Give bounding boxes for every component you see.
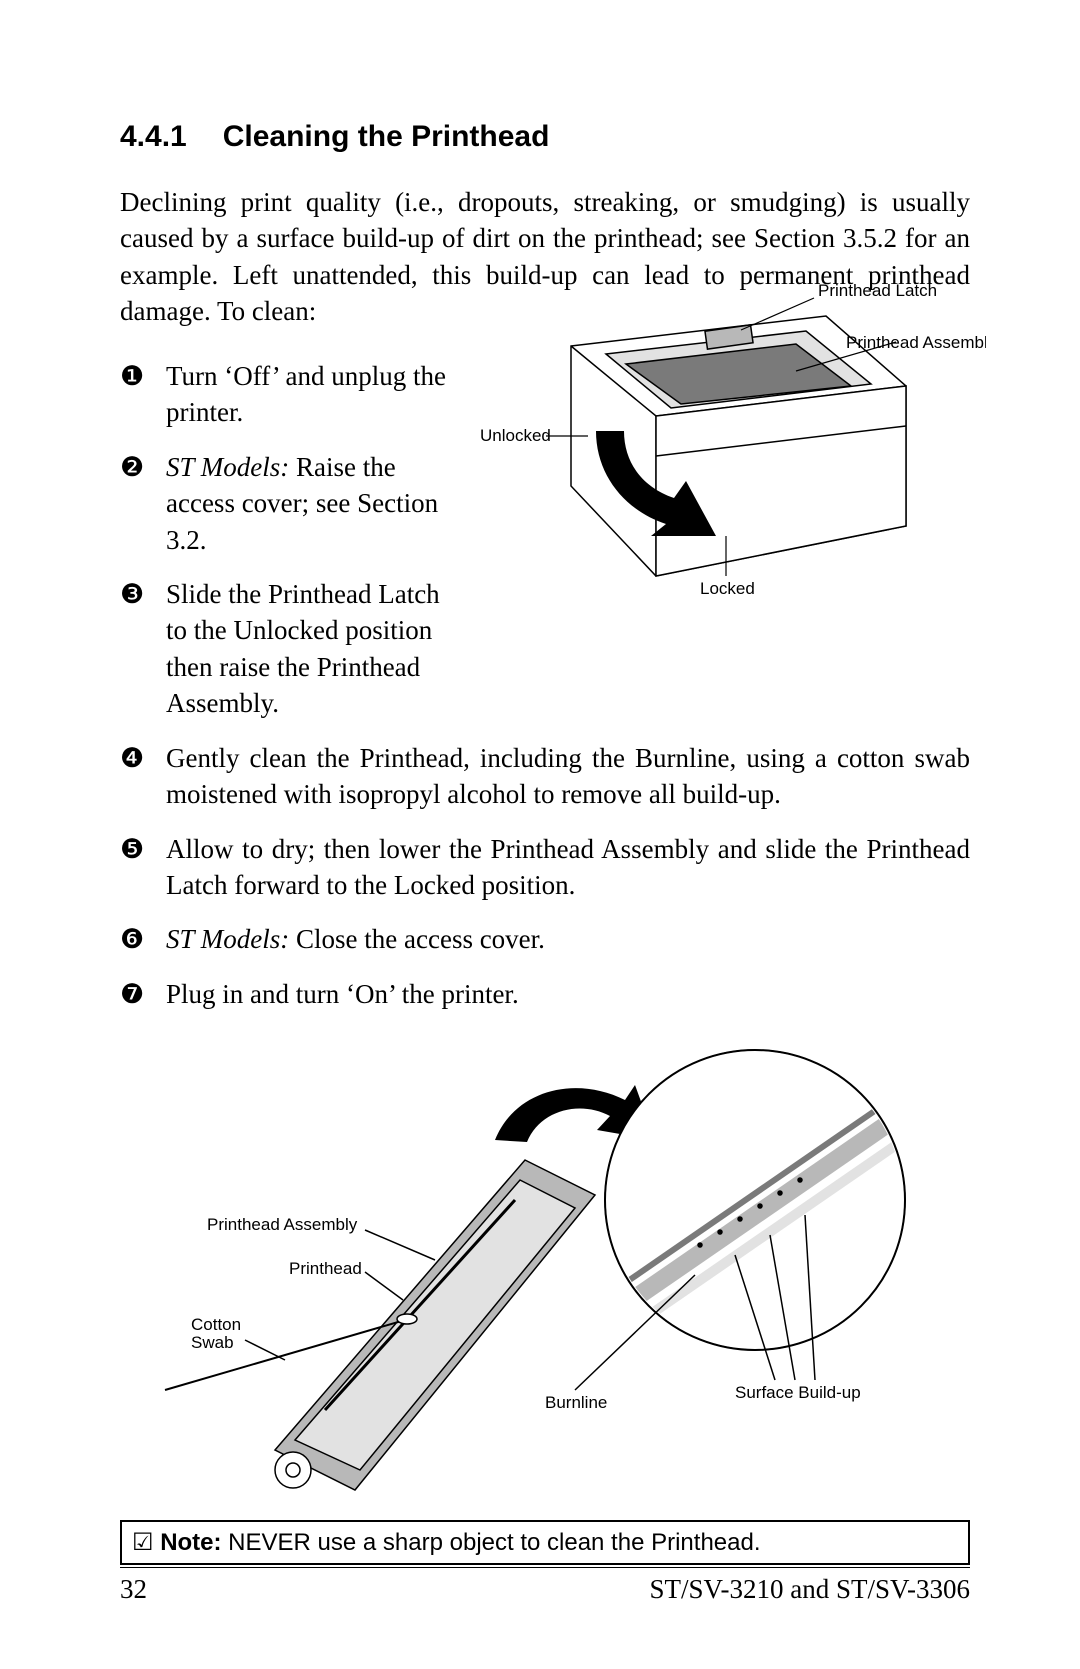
- step-marker: ❻: [120, 921, 166, 957]
- step-text: Plug in and turn ‘On’ the printer.: [166, 976, 970, 1012]
- step-5: ❺ Allow to dry; then lower the Printhead…: [120, 831, 970, 904]
- page-footer: 32 ST/SV-3210 and ST/SV-3306: [120, 1567, 970, 1605]
- step-marker: ❼: [120, 976, 166, 1012]
- step-marker: ❸: [120, 576, 166, 612]
- label-printhead-latch: Printhead Latch: [818, 281, 937, 300]
- label-printhead-assembly: Printhead Assembly: [846, 333, 986, 352]
- page-number: 32: [120, 1574, 147, 1605]
- step-text: Slide the Printhead Latch to the Unlocke…: [166, 576, 466, 722]
- step-text: Gently clean the Printhead, including th…: [166, 740, 970, 813]
- label-burnline: Burnline: [545, 1393, 607, 1412]
- label-printhead: Printhead: [289, 1259, 362, 1278]
- label-surface-buildup: Surface Build-up: [735, 1383, 861, 1402]
- step-text: ST Models: Close the access cover.: [166, 921, 970, 957]
- section-title: Cleaning the Printhead: [223, 120, 550, 153]
- note-text: NEVER use a sharp object to clean the Pr…: [222, 1529, 761, 1556]
- step-4: ❹ Gently clean the Printhead, including …: [120, 740, 970, 813]
- label-cotton-swab: CottonSwab: [191, 1315, 241, 1352]
- step-marker: ❺: [120, 831, 166, 867]
- note-box: ☑ Note: NEVER use a sharp object to clea…: [120, 1520, 970, 1565]
- section-number: 4.4.1: [120, 120, 187, 154]
- section-heading: 4.4.1 Cleaning the Printhead: [120, 120, 970, 154]
- step-6: ❻ ST Models: Close the access cover.: [120, 921, 970, 957]
- label-printhead-assembly: Printhead Assembly: [207, 1215, 358, 1234]
- note-label: Note:: [160, 1529, 221, 1556]
- step-7: ❼ Plug in and turn ‘On’ the printer.: [120, 976, 970, 1012]
- note-checkbox-icon: ☑: [132, 1529, 154, 1556]
- step-text: ST Models: Raise the access cover; see S…: [166, 449, 466, 558]
- step-marker: ❷: [120, 449, 166, 485]
- label-locked: Locked: [700, 579, 755, 598]
- step-text: Turn ‘Off’ and unplug the printer.: [166, 358, 466, 431]
- label-unlocked: Unlocked: [480, 426, 551, 445]
- step-text: Allow to dry; then lower the Printhead A…: [166, 831, 970, 904]
- doc-id: ST/SV-3210 and ST/SV-3306: [649, 1574, 970, 1605]
- figure-printhead-clean: Printhead Assembly Printhead CottonSwab …: [135, 1030, 955, 1500]
- step-marker: ❶: [120, 358, 166, 394]
- figure-printer-latch: Printhead Latch Printhead Assembly Unloc…: [476, 276, 986, 636]
- step-marker: ❹: [120, 740, 166, 776]
